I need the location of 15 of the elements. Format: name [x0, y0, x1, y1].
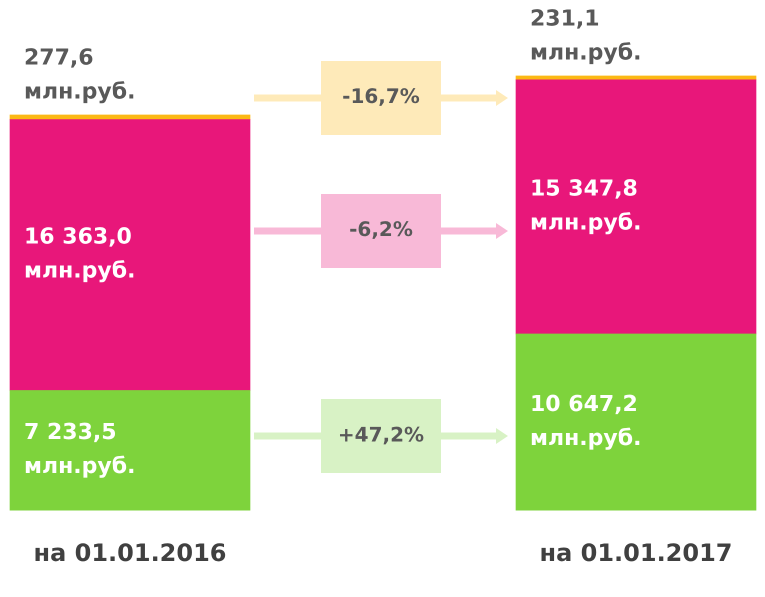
- bar: [516, 334, 756, 511]
- bar: [10, 119, 250, 391]
- data-label: 15 347,8 млн.руб.: [530, 176, 642, 236]
- bar: [516, 79, 756, 334]
- data-label: 16 363,0 млн.руб.: [24, 224, 136, 284]
- data-label: 10 647,2 млн.руб.: [530, 392, 642, 451]
- bar: [10, 390, 250, 511]
- annotation: +47,2%: [338, 422, 424, 446]
- annotation: -16,7%: [342, 84, 420, 108]
- x-tick-label: на 01.01.2017: [540, 538, 732, 567]
- data-label: 231,1 млн.руб.: [530, 6, 642, 66]
- data-label: 277,6 млн.руб.: [24, 46, 136, 105]
- x-tick-label: на 01.01.2016: [34, 538, 226, 567]
- annotation: -6,2%: [349, 217, 413, 242]
- data-label: 7 233,5 млн.руб.: [24, 420, 136, 480]
